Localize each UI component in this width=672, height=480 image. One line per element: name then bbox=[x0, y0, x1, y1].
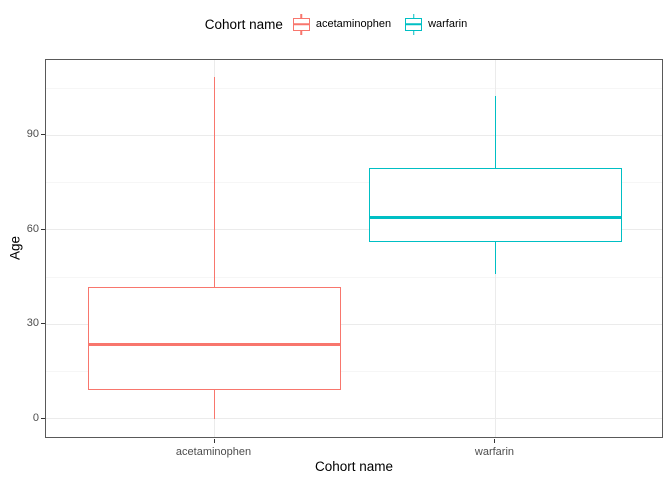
gridline-major bbox=[46, 134, 662, 136]
x-tick-mark bbox=[494, 439, 496, 443]
boxplot-acetaminophen-median bbox=[88, 343, 341, 347]
legend-title: Cohort name bbox=[204, 16, 283, 32]
boxplot-key-icon bbox=[405, 13, 423, 35]
legend-item-warfarin: warfarin bbox=[405, 13, 468, 35]
gridline-minor bbox=[46, 371, 662, 373]
y-tick-mark bbox=[41, 323, 45, 325]
boxplot-warfarin-upper-whisker bbox=[494, 95, 497, 169]
y-tick-mark bbox=[41, 228, 45, 230]
x-tick-label: acetaminophen bbox=[175, 446, 252, 458]
boxplot-warfarin-median bbox=[369, 215, 622, 219]
gridline-minor bbox=[46, 182, 662, 184]
y-tick-label: 30 bbox=[26, 317, 39, 330]
y-tick-label: 60 bbox=[26, 222, 39, 235]
boxplot-acetaminophen-box bbox=[88, 286, 341, 391]
gridline-minor bbox=[46, 276, 662, 278]
x-axis-title: Cohort name bbox=[314, 459, 394, 474]
boxplot-warfarin-lower-whisker bbox=[494, 242, 497, 274]
legend: Cohort name acetaminophen warfarin bbox=[0, 10, 672, 38]
boxplot-acetaminophen-lower-whisker bbox=[213, 390, 216, 419]
gridline-major bbox=[46, 418, 662, 420]
boxplot-acetaminophen-upper-whisker bbox=[213, 77, 216, 287]
legend-item-acetaminophen: acetaminophen bbox=[292, 13, 392, 35]
legend-item-label: acetaminophen bbox=[315, 18, 392, 30]
y-tick-mark bbox=[41, 134, 45, 136]
gridline-minor bbox=[46, 87, 662, 89]
y-tick-mark bbox=[41, 417, 45, 419]
y-axis-title: Age bbox=[7, 235, 23, 261]
y-tick-label: 90 bbox=[26, 128, 39, 141]
boxplot-key-icon bbox=[292, 13, 310, 35]
x-tick-mark bbox=[213, 439, 215, 443]
gridline-major bbox=[46, 229, 662, 231]
plot-panel bbox=[45, 59, 663, 438]
x-tick-label: warfarin bbox=[474, 446, 515, 458]
legend-item-label: warfarin bbox=[428, 18, 468, 30]
boxplot-warfarin-box bbox=[369, 168, 622, 243]
gridline-major bbox=[46, 323, 662, 325]
y-tick-label: 0 bbox=[32, 411, 39, 424]
